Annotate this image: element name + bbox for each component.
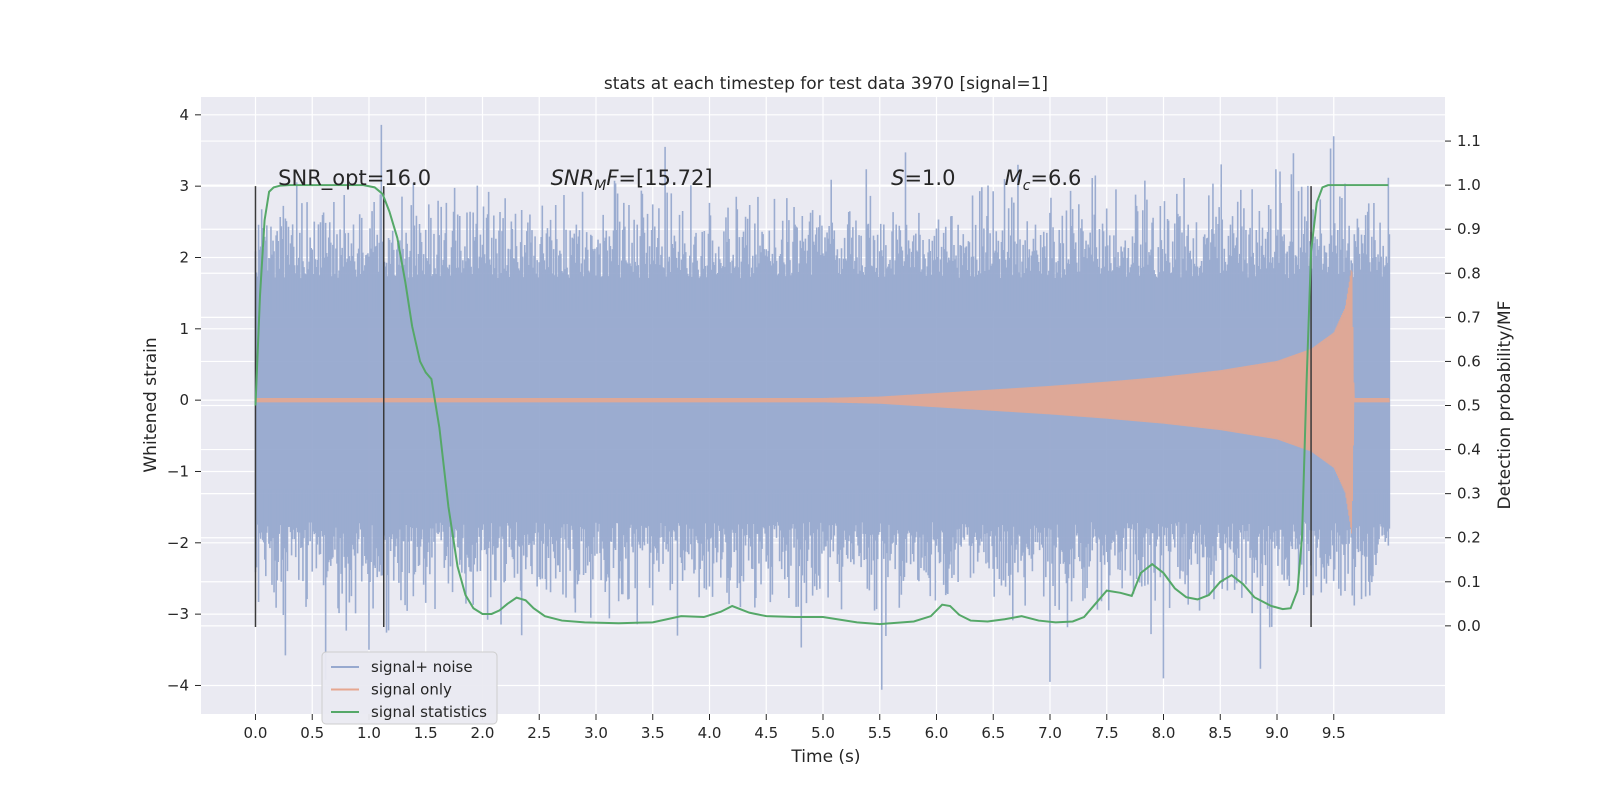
x-axis-label: Time (s) (790, 747, 860, 767)
x-tick-label: 1.5 (414, 724, 438, 742)
x-tick-label: 2.5 (527, 724, 551, 742)
series-signal-only (255, 269, 1390, 534)
y2-tick-label: 1.0 (1457, 176, 1481, 194)
y2-tick-label: 0.4 (1457, 441, 1481, 459)
legend-label: signal statistics (371, 703, 487, 721)
y2-tick-label: 0.7 (1457, 308, 1481, 326)
y2-tick-label: 0.8 (1457, 264, 1481, 282)
legend-box (321, 651, 498, 725)
y-tick-label: −1 (167, 462, 189, 480)
y-tick-label: 3 (179, 177, 189, 195)
legend: signal+ noise signal only signal statistic… (321, 651, 498, 725)
legend-label: signal only (371, 681, 452, 699)
y-axis-label: Whitened strain (141, 337, 161, 472)
y-tick-label: −2 (167, 534, 189, 552)
y-tick-label: 2 (179, 248, 189, 266)
annotation-1: SNRMF=[15.72] (551, 166, 713, 194)
x-tick-label: 3.0 (584, 724, 608, 742)
y2-tick-label: 0.1 (1457, 573, 1481, 591)
x-tick-label: 4.5 (754, 724, 778, 742)
x-tick-label: 6.0 (925, 724, 949, 742)
annotation-0: SNR_opt=16.0 (278, 166, 431, 191)
x-tick-label: 7.5 (1095, 724, 1119, 742)
y2-tick-label: 0.6 (1457, 352, 1481, 370)
x-tick-label: 2.0 (471, 724, 495, 742)
x-tick-label: 4.0 (698, 724, 722, 742)
x-tick-label: 0.5 (300, 724, 324, 742)
x-tick-label: 9.5 (1322, 724, 1346, 742)
legend-label: signal+ noise (371, 658, 473, 676)
y-tick-label: 1 (179, 320, 189, 338)
x-tick-label: 9.0 (1265, 724, 1289, 742)
plot-area: 4 3 2 1 0 −1 −2 −3 −4 1.1 1.0 0.9 0.8 0.7 0.6 0.5 0.4 0.3… (167, 97, 1481, 742)
y-tick-label: −4 (167, 676, 189, 694)
x-tick-label: 5.0 (811, 724, 835, 742)
x-tick-label: 3.5 (641, 724, 665, 742)
y2-tick-label: 0.5 (1457, 397, 1481, 415)
y-tick-label: 4 (179, 106, 189, 124)
y2-tick-label: 0.0 (1457, 617, 1481, 635)
x-tick-label: 0.0 (244, 724, 268, 742)
y-tick-label: 0 (179, 391, 189, 409)
y2-axis-label: Detection probability/MF (1495, 301, 1515, 510)
annotation-3: Mc=6.6 (1005, 166, 1082, 194)
series-signal-statistics (254, 184, 1389, 626)
x-tick-label: 1.0 (357, 724, 381, 742)
y2-tick-label: 0.3 (1457, 485, 1481, 503)
x-tick-label: 5.5 (868, 724, 892, 742)
annotation-2: S=1.0 (891, 166, 955, 190)
y2-tick-label: 1.1 (1457, 132, 1481, 150)
y2-tick-label: 0.9 (1457, 220, 1481, 238)
y-tick-label: −3 (167, 605, 189, 623)
x-tick-label: 6.5 (981, 724, 1005, 742)
y2-tick-label: 0.2 (1457, 529, 1481, 547)
chart-title: stats at each timestep for test data 397… (604, 74, 1048, 94)
x-tick-label: 8.5 (1208, 724, 1232, 742)
x-tick-label: 8.0 (1152, 724, 1176, 742)
x-tick-label: 7.0 (1038, 724, 1062, 742)
